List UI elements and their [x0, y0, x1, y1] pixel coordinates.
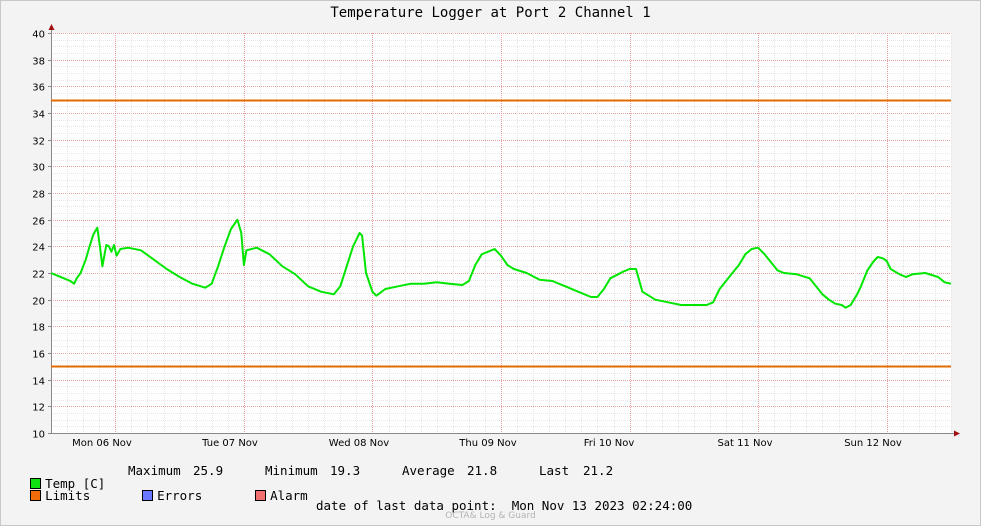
y-tick-label: 10: [32, 430, 45, 441]
legend-swatch-alarm: [255, 490, 267, 501]
x-tick-label: Thu 09 Nov: [458, 438, 516, 449]
legend-swatch-errors: [142, 490, 154, 501]
y-tick-label: 16: [32, 350, 45, 361]
chart-title: Temperature Logger at Port 2 Channel 1: [330, 5, 651, 21]
last-data-point-label: date of last data point:: [316, 498, 497, 513]
stat-last-value: 21.2: [583, 463, 614, 478]
stat-minimum-value: 19.3: [330, 463, 361, 478]
legend-item-temp: Temp [C]: [15, 464, 105, 490]
stat-maximum-label: Maximum: [128, 463, 181, 478]
y-tick-label: 36: [32, 83, 45, 94]
y-tick-label: 38: [32, 57, 45, 68]
series-line-temp: [50, 218, 952, 309]
stat-last-label: Last: [539, 463, 570, 478]
legend-swatch-temp: [30, 478, 42, 489]
legend-item-errors: Errors: [127, 476, 202, 502]
x-tick-label: Sun 12 Nov: [844, 438, 902, 449]
stat-average-label: Average: [402, 463, 455, 478]
x-tick-label: Wed 08 Nov: [329, 438, 389, 449]
stat-maximum-value: 25.9: [193, 463, 224, 478]
x-tick-label: Mon 06 Nov: [72, 438, 132, 449]
x-tick-label: Sat 11 Nov: [718, 438, 773, 449]
x-tick-label: Fri 10 Nov: [584, 438, 635, 449]
y-tick-label: 40: [32, 30, 45, 41]
y-tick-label: 30: [32, 163, 45, 174]
x-tick-label: Tue 07 Nov: [201, 438, 258, 449]
stat-minimum-label: Minimum: [265, 463, 318, 478]
y-tick-label: 32: [32, 137, 45, 148]
y-tick-label: 22: [32, 270, 45, 281]
y-tick-label: 34: [32, 110, 45, 121]
y-tick-label: 18: [32, 323, 45, 334]
legend-swatch-limits: [30, 490, 42, 501]
legend-label-temp: Temp [C]: [45, 476, 106, 491]
legend-item-alarm: Alarm: [240, 476, 308, 502]
y-axis-arrow: [48, 24, 55, 30]
legend-label-limits: Limits: [45, 488, 91, 503]
stat-average-value: 21.8: [467, 463, 498, 478]
last-data-point: date of last data point: Mon Nov 13 2023…: [316, 498, 692, 513]
y-tick-label: 28: [32, 190, 45, 201]
y-tick-label: 14: [32, 377, 45, 388]
last-data-point-value: Mon Nov 13 2023 02:24:00: [511, 498, 693, 513]
legend-label-errors: Errors: [157, 488, 203, 503]
y-tick-label: 12: [32, 403, 45, 414]
legend-label-alarm: Alarm: [270, 488, 308, 503]
x-axis-arrow: [954, 430, 960, 437]
y-tick-label: 20: [32, 297, 45, 308]
credit-watermark: OCTA& Log & Guard: [445, 511, 536, 521]
y-tick-label: 26: [32, 217, 45, 228]
legend-item-limits: Limits: [15, 476, 90, 502]
y-tick-label: 24: [32, 243, 45, 254]
